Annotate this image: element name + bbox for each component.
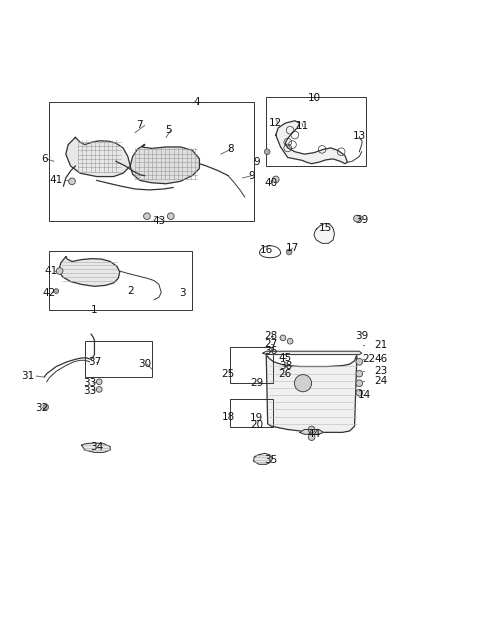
Text: 11: 11: [295, 121, 309, 131]
Text: 31: 31: [21, 371, 34, 381]
Bar: [49, 102, 254, 221]
Text: 15: 15: [319, 223, 333, 233]
Text: 16: 16: [260, 244, 273, 254]
Circle shape: [96, 379, 102, 384]
Bar: [49, 251, 192, 310]
Text: 37: 37: [88, 357, 101, 367]
Circle shape: [286, 249, 292, 255]
Bar: [266, 97, 366, 166]
Text: 43: 43: [152, 216, 166, 226]
Text: 42: 42: [43, 288, 56, 298]
Circle shape: [280, 335, 286, 341]
Text: 20: 20: [250, 420, 263, 430]
Text: 26: 26: [279, 369, 292, 379]
Text: 27: 27: [264, 339, 277, 349]
Circle shape: [356, 380, 363, 387]
Text: 33: 33: [83, 378, 96, 388]
Circle shape: [56, 268, 63, 274]
Text: 14: 14: [358, 390, 371, 400]
Text: 29: 29: [250, 378, 264, 388]
Text: 23: 23: [374, 366, 387, 376]
Circle shape: [308, 426, 315, 433]
Text: 35: 35: [264, 455, 277, 465]
Text: 10: 10: [307, 94, 321, 103]
Text: 44: 44: [307, 430, 321, 439]
Polygon shape: [276, 121, 348, 164]
Text: 39: 39: [355, 332, 368, 342]
Text: 19: 19: [250, 413, 264, 423]
Text: 21: 21: [374, 340, 387, 350]
Circle shape: [69, 178, 75, 185]
Text: 12: 12: [269, 118, 282, 128]
Text: 18: 18: [221, 411, 235, 421]
Bar: [230, 347, 274, 383]
Text: 22: 22: [362, 354, 375, 364]
Polygon shape: [266, 355, 357, 432]
Text: 38: 38: [279, 362, 292, 372]
Bar: [85, 341, 152, 377]
Polygon shape: [66, 138, 130, 176]
Circle shape: [308, 434, 315, 440]
Text: 30: 30: [138, 359, 151, 369]
Polygon shape: [130, 144, 199, 184]
Text: 28: 28: [264, 332, 277, 342]
Text: 8: 8: [227, 144, 234, 154]
Text: 6: 6: [41, 154, 48, 164]
Polygon shape: [263, 351, 362, 355]
Text: 39: 39: [355, 215, 368, 224]
Text: 32: 32: [36, 404, 48, 413]
Text: 1: 1: [91, 305, 98, 315]
Text: 25: 25: [221, 369, 235, 379]
Polygon shape: [253, 453, 273, 464]
Text: 2: 2: [127, 286, 133, 296]
Circle shape: [354, 215, 360, 222]
Circle shape: [287, 338, 293, 344]
Text: 7: 7: [136, 121, 143, 131]
Text: 45: 45: [279, 353, 292, 363]
Text: 40: 40: [264, 178, 277, 188]
Text: 41: 41: [45, 266, 58, 276]
Text: 3: 3: [180, 288, 186, 298]
Text: 33: 33: [83, 386, 96, 396]
Polygon shape: [82, 443, 110, 452]
Text: 5: 5: [165, 125, 172, 135]
Circle shape: [168, 213, 174, 220]
Text: 41: 41: [49, 175, 63, 185]
Text: 46: 46: [374, 354, 387, 364]
Circle shape: [273, 176, 279, 183]
Polygon shape: [59, 257, 120, 286]
Circle shape: [294, 375, 312, 392]
Circle shape: [356, 359, 363, 365]
Circle shape: [54, 289, 59, 293]
Circle shape: [356, 371, 363, 377]
Circle shape: [144, 213, 150, 220]
Bar: [230, 399, 274, 427]
Text: 24: 24: [374, 376, 387, 386]
Text: 4: 4: [194, 97, 200, 107]
Polygon shape: [300, 430, 324, 434]
Text: 34: 34: [90, 441, 104, 452]
Text: 13: 13: [353, 131, 366, 141]
Circle shape: [264, 149, 270, 154]
Text: 9: 9: [249, 171, 255, 181]
Circle shape: [43, 404, 48, 410]
Polygon shape: [314, 224, 335, 244]
Text: 36: 36: [264, 346, 277, 356]
Text: 17: 17: [286, 243, 299, 253]
Text: 9: 9: [253, 157, 260, 167]
Circle shape: [96, 387, 102, 392]
Circle shape: [356, 389, 363, 396]
